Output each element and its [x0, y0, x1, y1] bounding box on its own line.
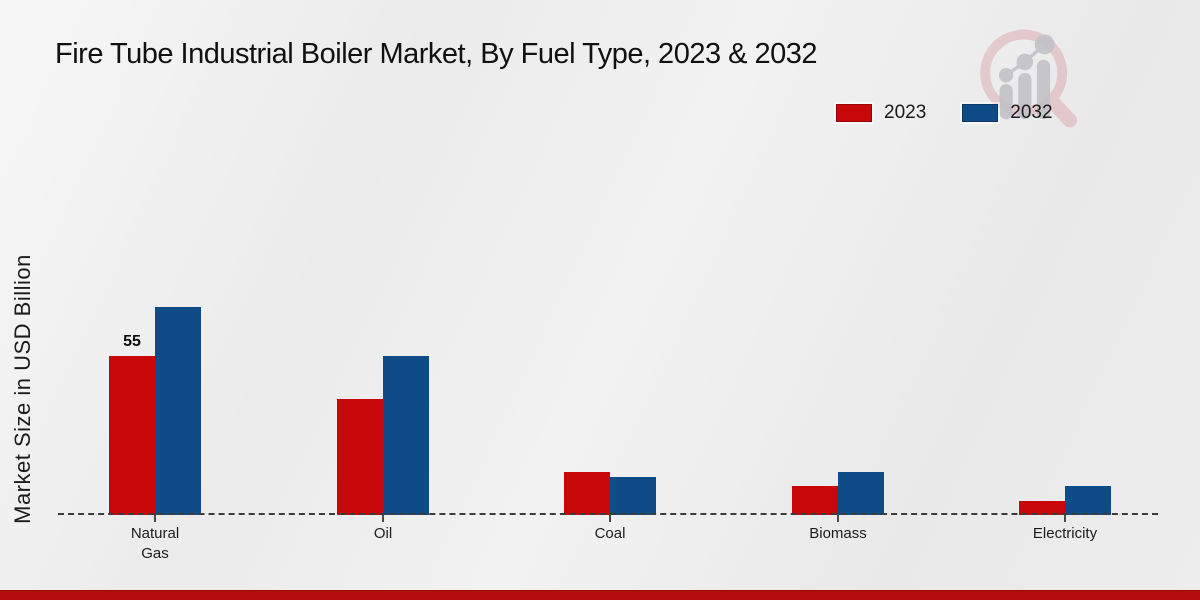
bar-2032-oil [383, 356, 429, 515]
legend-swatch-2023 [836, 104, 872, 122]
y-axis-label: Market Size in USD Billion [10, 254, 35, 524]
footer-accent-band [0, 590, 1200, 600]
legend-item-2032: 2032 [962, 102, 1053, 124]
logo-bars [998, 34, 1055, 120]
bar-2023-natural-gas [109, 356, 155, 515]
bar-2023-biomass [792, 486, 838, 515]
legend: 2023 2032 [836, 102, 1053, 124]
chart-title: Fire Tube Industrial Boiler Market, By F… [55, 38, 818, 70]
bar-2032-biomass [838, 472, 884, 515]
bar-2032-electricity [1065, 486, 1111, 515]
bar-value-label: 55 [123, 333, 141, 350]
category-label-electricity: Electricity [1032, 525, 1098, 542]
legend-item-2023: 2023 [836, 102, 926, 124]
bar-2032-natural-gas [155, 307, 201, 515]
magnifier-chart-logo-icon [980, 29, 1078, 128]
legend-swatch-2032 [962, 104, 999, 122]
bar-2023-electricity [1019, 501, 1065, 515]
x-axis-baseline [58, 513, 1158, 515]
x-axis-tick [609, 515, 611, 522]
category-label-natural-gas: Natural Gas [130, 525, 180, 563]
bar-2023-coal [564, 472, 610, 515]
bar-2023-oil [337, 399, 383, 515]
x-axis-tick [1064, 515, 1066, 522]
category-label-oil: Oil [373, 525, 393, 542]
bar-2032-coal [610, 477, 656, 515]
x-axis-tick [837, 515, 839, 522]
legend-label-2023: 2023 [884, 102, 927, 123]
category-label-biomass: Biomass [809, 525, 867, 542]
category-label-coal: Coal [594, 525, 626, 542]
legend-label-2032: 2032 [1010, 102, 1053, 123]
x-axis-tick [382, 515, 384, 522]
x-axis-tick [154, 515, 156, 522]
